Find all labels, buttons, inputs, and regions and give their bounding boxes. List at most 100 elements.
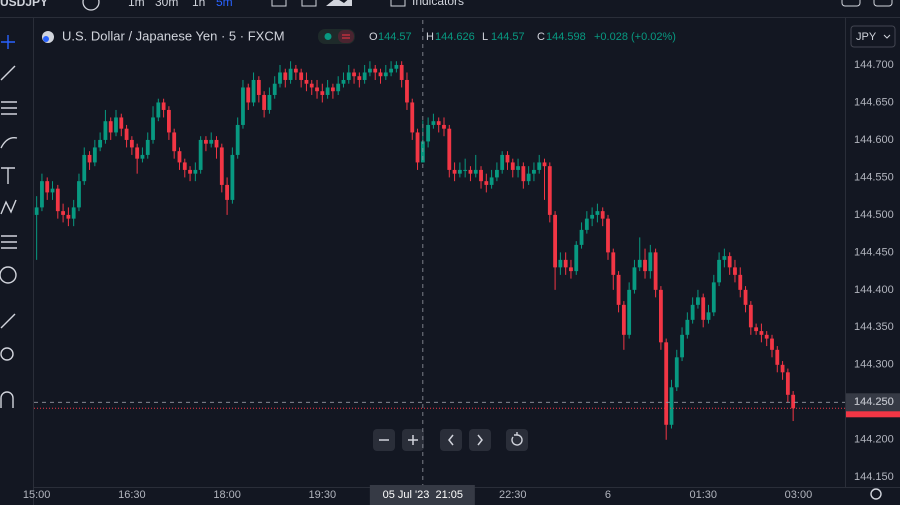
candle-body — [378, 72, 383, 77]
left-toolbar — [0, 18, 33, 505]
ohlc-value: 144.626 — [435, 31, 475, 43]
candle-body — [40, 181, 44, 208]
ohlc-letter: H — [426, 31, 434, 43]
candle-body — [214, 139, 219, 148]
ohlc-legend: O 144.57 H 144.626 L 144.57 C 144.598 +0.028 (+0… — [369, 31, 676, 43]
crosshair-time-label: 05 Jul '23 21:05 — [383, 489, 463, 501]
candle-body — [50, 188, 55, 193]
candle-body — [542, 162, 547, 167]
currency[interactable]: JPY — [856, 31, 877, 43]
y-tick-label: 144.700 — [854, 59, 894, 71]
candle-body — [717, 259, 721, 283]
ohlc-letter: O — [369, 31, 378, 43]
interval-active[interactable]: 5m — [216, 0, 233, 9]
candle-body — [373, 68, 378, 73]
candle-body — [505, 154, 510, 163]
pattern-tool[interactable] — [0, 199, 17, 215]
candle-body — [193, 169, 198, 174]
candle-body — [479, 169, 483, 182]
candle-body — [230, 154, 235, 200]
fib-tool[interactable] — [1, 101, 17, 115]
candle-body — [246, 87, 251, 103]
line-tool[interactable] — [0, 65, 16, 81]
candle-body — [336, 83, 341, 92]
y-tick-label: 144.550 — [854, 171, 894, 183]
candle-body — [473, 169, 478, 174]
candle-body — [87, 154, 92, 163]
candle-body — [468, 169, 473, 174]
zoom-tool[interactable] — [0, 347, 14, 361]
reset-button[interactable] — [506, 429, 528, 451]
ohlc-letter: L — [482, 31, 488, 43]
x-tick-label: 16:30 — [118, 489, 146, 501]
candle-body — [145, 139, 150, 155]
y-tick-label: 144.250 — [854, 396, 894, 408]
interval[interactable]: 1m — [128, 0, 145, 9]
candle-body — [45, 181, 50, 193]
candle-body — [135, 147, 140, 159]
ohlc-value: 144.57 — [491, 31, 525, 43]
candle-body — [325, 87, 330, 95]
magnet-tool[interactable] — [0, 391, 14, 408]
candle-body — [653, 252, 658, 290]
candle-body — [55, 188, 60, 212]
candle-body — [140, 154, 145, 159]
measure-tool[interactable] — [0, 313, 16, 329]
candle-body — [251, 79, 256, 103]
candle-body — [161, 102, 166, 110]
indicators-icon[interactable] — [390, 0, 406, 7]
candle-body — [182, 162, 187, 170]
candle-body — [330, 87, 335, 92]
y-tick-label: 144.500 — [854, 209, 894, 221]
ohlc-letter: C — [537, 31, 545, 43]
x-tick-label: 15:00 — [23, 489, 51, 501]
candle-body — [278, 72, 282, 84]
chart-type-icon[interactable] — [326, 0, 352, 6]
candle-body — [188, 169, 192, 174]
add-symbol[interactable] — [82, 0, 100, 11]
scroll-left-button[interactable] — [440, 429, 462, 451]
layout-icon[interactable] — [841, 0, 861, 7]
screenshot-icon[interactable] — [873, 0, 893, 7]
candle-body — [82, 154, 87, 182]
icon-tool[interactable] — [0, 266, 17, 284]
text-tool[interactable] — [1, 167, 15, 184]
interval[interactable]: 30m — [155, 0, 178, 9]
candle-body — [209, 139, 214, 144]
interval[interactable]: 1h — [192, 0, 205, 9]
prediction-tool[interactable] — [1, 235, 17, 249]
candle-body — [262, 94, 267, 110]
candle-body — [256, 79, 261, 95]
symbol[interactable]: USDJPY — [0, 0, 48, 9]
scroll-right-button[interactable] — [469, 429, 491, 451]
candle-body — [632, 267, 637, 290]
candle-body — [304, 79, 309, 84]
crosshair-time-box — [369, 485, 475, 505]
candle-body — [156, 102, 161, 118]
candle-body — [172, 132, 177, 152]
ohlc-value: 144.57 — [378, 31, 412, 43]
chart-type-icon[interactable] — [271, 0, 287, 7]
crosshair-price-box — [846, 393, 900, 412]
candle-body — [489, 177, 494, 185]
settings-icon[interactable] — [870, 488, 882, 500]
currency-button[interactable] — [850, 25, 896, 48]
candle-body — [92, 147, 97, 163]
price-change: +0.028 (+0.02%) — [594, 31, 676, 43]
candle-body — [690, 304, 695, 320]
candle-body — [616, 274, 621, 305]
candle-body — [537, 162, 542, 170]
indicators[interactable]: Indicators — [412, 0, 464, 8]
candle-body — [754, 327, 759, 332]
y-tick-label: 144.200 — [854, 434, 894, 446]
candle-body — [114, 117, 118, 133]
candle-body — [447, 128, 452, 170]
candle-body — [71, 207, 76, 219]
candle-body — [399, 64, 404, 80]
candle-body — [494, 169, 499, 178]
crosshair-tool[interactable] — [1, 35, 15, 49]
brush-tool[interactable] — [0, 137, 18, 149]
candle-body — [743, 289, 748, 305]
chart-type-icon[interactable] — [301, 0, 317, 7]
